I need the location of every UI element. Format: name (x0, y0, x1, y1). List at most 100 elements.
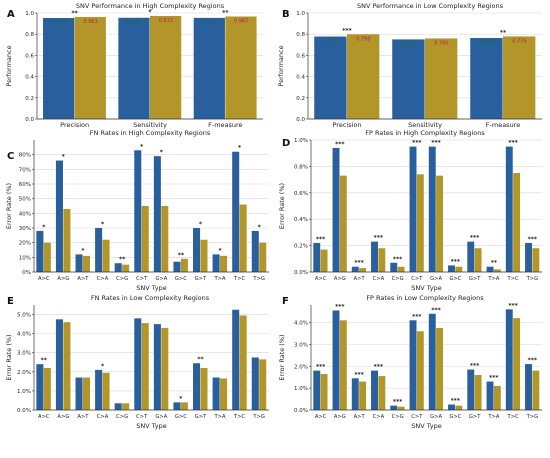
y-tick-label: 0.6% (294, 191, 308, 197)
bar-series-1 (448, 404, 455, 410)
significance-marker: *** (316, 364, 326, 371)
y-tick-label: 0.6 (25, 53, 34, 59)
bar-series-2 (200, 239, 208, 272)
bar-series-1 (313, 242, 321, 272)
bar-series-1 (212, 377, 220, 410)
bar-series-1 (390, 405, 398, 410)
significance-marker: * (81, 247, 85, 254)
significance-marker: * (101, 363, 105, 370)
significance-marker: * (258, 224, 262, 231)
bar-series-1 (118, 17, 150, 119)
y-tick-label: 1.0% (17, 389, 31, 395)
bar-series-2 (359, 268, 367, 272)
bar-series-2 (141, 206, 149, 272)
y-tick-label: 70% (19, 167, 31, 173)
x-tick-label: F-measure (486, 121, 520, 129)
bar-series-2 (239, 315, 247, 410)
y-tick-label: 0.6 (296, 53, 305, 59)
bar-series-2 (102, 372, 110, 410)
data-label: 0.764 (479, 40, 493, 46)
x-tick-label: C>T (411, 276, 423, 282)
bar-series-1 (193, 17, 225, 119)
bar-series-2 (513, 318, 521, 410)
x-tick-label: G>C (449, 414, 461, 420)
significance-marker: *** (412, 140, 422, 147)
significance-marker: *** (342, 27, 352, 34)
bar-series-2 (180, 402, 188, 410)
x-tick-label: A>T (354, 414, 366, 420)
bar-series-2 (347, 34, 380, 119)
y-tick-label: 0.2 (25, 96, 34, 102)
x-tick-label: T>C (507, 414, 520, 420)
bar-series-2 (43, 242, 51, 272)
significance-marker: *** (354, 371, 364, 378)
y-tick-label: 5.0% (17, 313, 31, 319)
bar-series-2 (455, 266, 463, 272)
chart-title: SNV Performance in High Complexity Regio… (76, 2, 225, 10)
significance-marker: * (101, 221, 105, 228)
data-label: 0.967 (234, 18, 248, 24)
x-tick-label: G>A (430, 414, 442, 420)
bar-series-1 (351, 266, 359, 272)
y-axis-label: Error Rate (%) (278, 183, 286, 229)
x-tick-label: A>G (57, 414, 69, 420)
bar-series-2 (436, 327, 444, 410)
bar-series-2 (180, 258, 188, 272)
bar-series-1 (470, 38, 503, 119)
significance-marker: *** (508, 140, 518, 147)
data-label: 0.751 (401, 41, 415, 47)
x-tick-label: G>C (175, 414, 187, 420)
x-tick-label: G>T (195, 414, 207, 420)
bar-series-2 (532, 370, 540, 410)
bar-series-2 (259, 359, 267, 410)
significance-marker: * (62, 154, 66, 161)
chart-title: FP Rates in Low Complexity Regions (366, 294, 484, 302)
significance-marker: *** (374, 364, 384, 371)
x-tick-label: A>C (315, 414, 327, 420)
x-tick-label: T>A (214, 276, 227, 282)
x-tick-label: G>C (449, 276, 461, 282)
y-tick-label: 0.8 (25, 32, 34, 38)
y-axis-label: Error Rate (%) (5, 334, 13, 380)
significance-marker: * (218, 247, 222, 254)
y-tick-label: 60% (19, 182, 31, 188)
data-label: 0.760 (434, 40, 448, 46)
significance-marker: *** (451, 398, 461, 405)
bar-series-2 (141, 323, 149, 410)
y-tick-label: 0.2 (296, 96, 305, 102)
bar-series-1 (409, 146, 417, 272)
significance-marker: ** (178, 252, 185, 259)
significance-marker: *** (335, 303, 345, 310)
data-label: 0.953 (52, 20, 66, 26)
y-tick-label: 0.0% (17, 408, 31, 414)
y-tick-label: 4.0% (294, 321, 308, 327)
bar-series-1 (95, 228, 103, 272)
y-tick-label: 4.0% (17, 332, 31, 338)
significance-marker: ** (41, 357, 48, 364)
significance-marker: *** (354, 260, 364, 267)
significance-marker: *** (528, 357, 538, 364)
x-tick-label: C>A (373, 414, 385, 420)
bar-series-1 (173, 261, 181, 272)
bar-series-1 (525, 364, 532, 410)
significance-marker: *** (316, 236, 326, 243)
bar-series-1 (95, 369, 103, 410)
panel-letter: B (282, 9, 290, 20)
x-axis-label: SNV Type (411, 284, 441, 292)
bar-series-1 (390, 262, 398, 272)
bar-series-1 (467, 241, 475, 272)
bar-series-1 (467, 369, 475, 410)
significance-marker: *** (451, 258, 461, 265)
y-axis-label: Error Rate (%) (278, 334, 286, 380)
y-axis-label: Performance (277, 45, 285, 86)
x-tick-label: G>C (175, 276, 187, 282)
x-tick-label: A>T (77, 276, 89, 282)
x-tick-label: C>T (411, 414, 423, 420)
bar-series-2 (220, 255, 228, 272)
y-tick-label: 10% (19, 255, 31, 261)
bar-series-2 (532, 248, 540, 272)
data-label: 0.972 (159, 18, 173, 24)
x-axis-label: SNV Type (136, 284, 166, 292)
x-tick-label: A>T (77, 414, 89, 420)
x-tick-label: A>G (334, 414, 346, 420)
